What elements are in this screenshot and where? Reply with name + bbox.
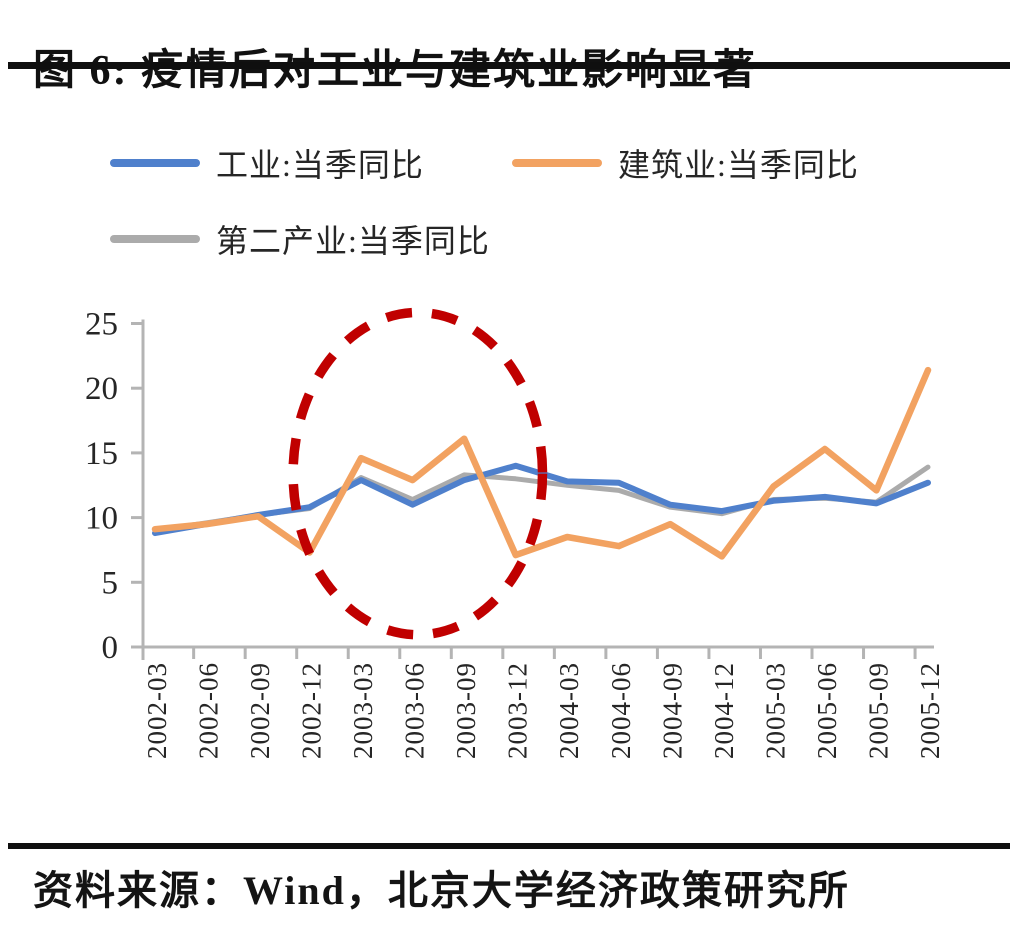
legend-item-construction: 建筑业:当季同比 — [512, 140, 859, 186]
chart-legend: 工业:当季同比 建筑业:当季同比 第二产业:当季同比 — [110, 138, 970, 290]
x-tick-label: 2004-06 — [606, 662, 636, 759]
x-tick-label: 2004-09 — [657, 662, 687, 759]
legend-item-industry: 工业:当季同比 — [110, 140, 512, 186]
legend-label-construction: 建筑业:当季同比 — [618, 147, 859, 183]
y-tick-label: 25 — [85, 307, 118, 343]
construction-line-swatch-icon — [512, 159, 602, 167]
series-line-1 — [151, 366, 932, 560]
source-note: 资料来源：Wind，北京大学经济政策研究所 — [33, 868, 850, 913]
x-tick-label: 2004-03 — [554, 662, 584, 759]
legend-label-industry: 工业:当季同比 — [216, 147, 424, 183]
x-tick-label: 2005-09 — [863, 662, 893, 759]
x-tick-label: 2004-12 — [709, 662, 739, 759]
x-tick-label: 2002-09 — [245, 662, 275, 759]
legend-row-1: 工业:当季同比 建筑业:当季同比 — [110, 138, 970, 188]
legend-row-2: 第二产业:当季同比 — [110, 214, 970, 264]
x-tick-label: 2003-12 — [503, 662, 533, 759]
x-tick-label: 2003-03 — [348, 662, 378, 759]
y-tick-label: 10 — [85, 501, 118, 537]
y-tick-label: 20 — [85, 371, 118, 407]
x-tick-label: 2003-06 — [400, 662, 430, 759]
y-tick-label: 0 — [102, 630, 119, 666]
x-tick-label: 2005-03 — [760, 662, 790, 759]
x-tick-label: 2002-06 — [194, 662, 224, 759]
y-tick-label: 15 — [85, 436, 118, 472]
x-tick-label: 2002-03 — [142, 662, 172, 759]
legend-item-secondary-industry: 第二产业:当季同比 — [110, 216, 512, 262]
highlight-ellipse — [288, 307, 548, 640]
x-tick-label: 2003-09 — [451, 662, 481, 759]
figure-title: 图 6: 疫情后对工业与建筑业影响显著 — [33, 48, 757, 95]
x-tick-label: 2005-06 — [812, 662, 842, 759]
legend-label-secondary-industry: 第二产业:当季同比 — [216, 223, 490, 259]
y-tick-label: 5 — [102, 565, 119, 601]
footer-divider — [8, 843, 1010, 849]
title-divider — [8, 62, 1010, 69]
x-tick-label: 2005-12 — [915, 662, 945, 759]
secondary-industry-line-swatch-icon — [110, 235, 200, 243]
series-line-0 — [152, 462, 931, 537]
x-tick-label: 2002-12 — [297, 662, 327, 759]
industry-line-swatch-icon — [110, 159, 200, 167]
